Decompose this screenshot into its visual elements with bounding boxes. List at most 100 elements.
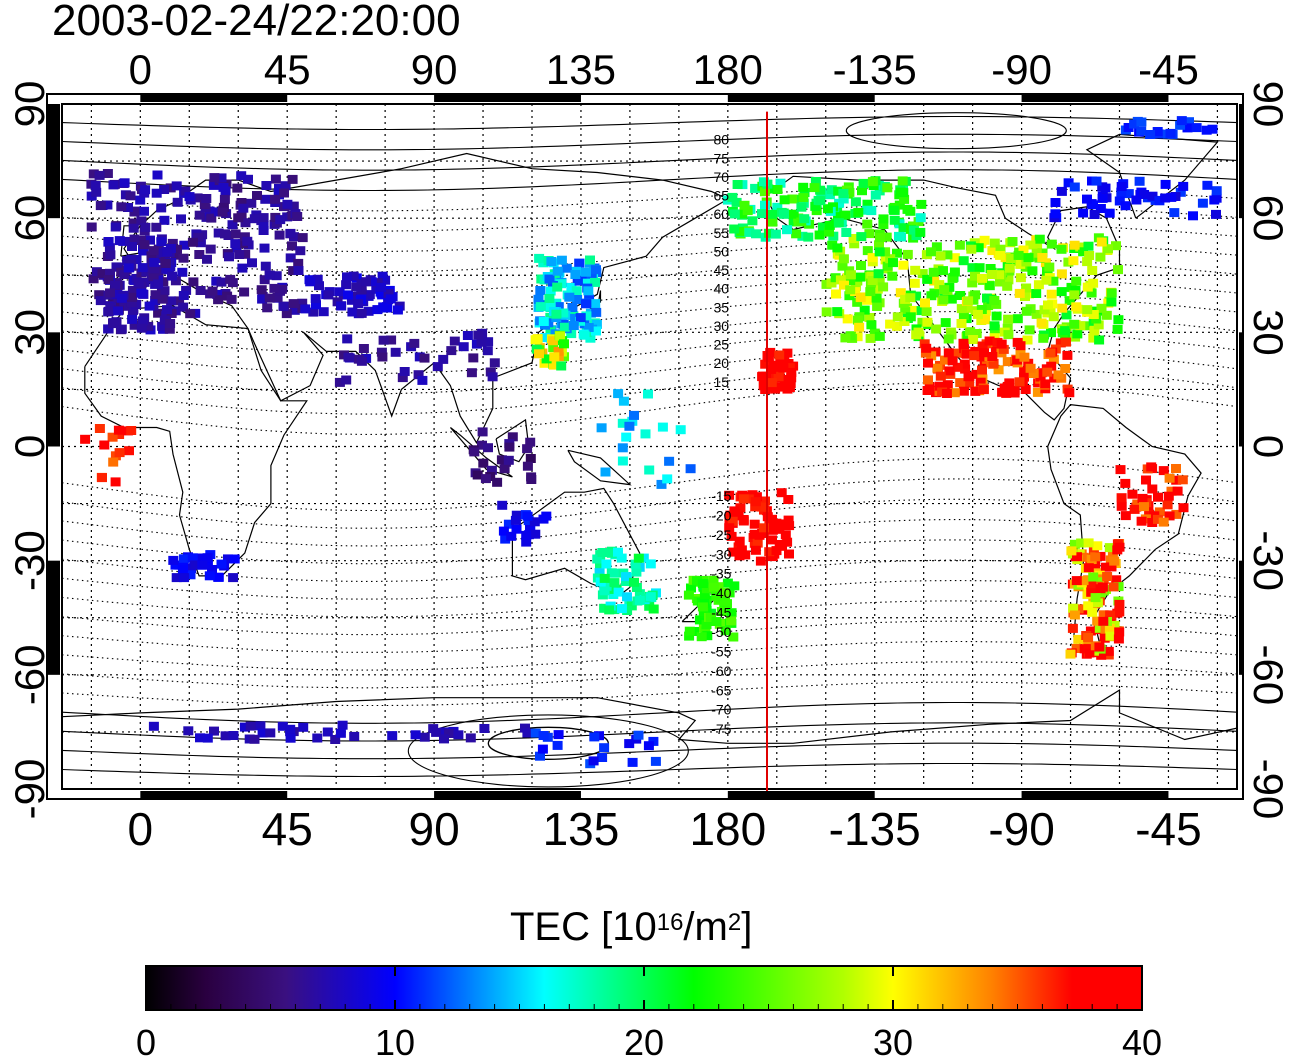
tec-cell — [323, 290, 334, 300]
tec-cell — [949, 253, 960, 263]
tec-cell — [923, 358, 933, 368]
tec-cell — [541, 354, 552, 364]
tec-cell — [108, 180, 119, 190]
tec-cell — [784, 383, 795, 392]
tec-cell — [775, 178, 786, 188]
tec-cell — [419, 732, 430, 742]
tec-cell — [633, 730, 644, 740]
tec-cell — [949, 267, 960, 277]
tec-cell — [882, 261, 893, 271]
tec-cell — [213, 295, 224, 305]
magnetic-contour — [62, 115, 1237, 131]
tec-cell — [1120, 201, 1131, 211]
tec-cell — [844, 291, 855, 301]
tec-cell — [942, 380, 953, 390]
tec-cell — [188, 277, 199, 287]
tec-cell — [361, 277, 372, 287]
tec-cell — [922, 274, 933, 284]
tec-cell — [888, 258, 898, 268]
tec-cell — [572, 295, 583, 304]
tec-cell — [282, 212, 293, 222]
tec-cell — [1095, 584, 1106, 594]
tec-cell — [848, 234, 859, 243]
tec-cell — [796, 202, 807, 212]
tec-cell — [187, 553, 198, 563]
tec-cell — [1056, 244, 1067, 254]
tec-cell — [110, 477, 121, 487]
magnetic-contour — [62, 681, 1237, 707]
tec-cell — [926, 351, 937, 361]
tec-cell — [1184, 117, 1194, 127]
tec-cell — [849, 239, 860, 249]
tec-cell — [1162, 500, 1173, 510]
tec-cell — [228, 731, 239, 740]
tec-cell — [553, 730, 564, 740]
tec-cell — [533, 294, 544, 304]
tec-cell — [148, 721, 159, 731]
tec-cell — [469, 447, 480, 457]
tec-cell — [108, 319, 119, 329]
tec-cell — [601, 559, 612, 569]
tec-cell — [158, 264, 169, 274]
tec-cell — [264, 270, 275, 280]
contour-label: -60 — [711, 663, 731, 679]
magnetic-contour — [62, 640, 1237, 671]
tec-cell — [994, 270, 1004, 280]
tec-cell — [136, 323, 147, 333]
tec-cell — [439, 734, 449, 744]
tec-cell — [964, 378, 975, 388]
tec-cell — [552, 266, 563, 276]
tec-cell — [538, 317, 549, 326]
lat-tick-label-left: 60 — [6, 195, 53, 242]
tec-cell — [865, 287, 876, 297]
tec-cell — [383, 289, 394, 299]
tec-cell — [833, 186, 844, 196]
tec-cell — [692, 576, 702, 586]
tec-cell — [949, 388, 960, 398]
tec-cell — [1004, 378, 1015, 388]
lat-tick-label-right: -60 — [1245, 644, 1292, 705]
tec-cell — [162, 305, 172, 315]
tec-cell — [931, 242, 942, 252]
tec-cell — [700, 626, 711, 636]
tec-cell — [506, 531, 517, 541]
tec-cell — [136, 216, 147, 226]
tec-cell — [1020, 262, 1031, 272]
tec-cell — [185, 309, 196, 319]
tec-cell — [839, 280, 849, 290]
tec-cell — [216, 277, 227, 287]
tec-cell — [946, 294, 957, 304]
contour-label: 40 — [714, 281, 730, 297]
tec-cell — [1097, 193, 1108, 203]
tec-cell — [172, 244, 182, 254]
tec-cell — [1106, 297, 1117, 307]
tec-cell — [1025, 363, 1036, 373]
tec-cell — [872, 302, 883, 311]
tec-cell — [902, 204, 913, 214]
tec-cell — [561, 263, 572, 273]
tec-cell — [1033, 280, 1044, 290]
tec-cell — [754, 530, 765, 540]
tec-cell — [1092, 541, 1103, 551]
tec-cell — [645, 559, 656, 569]
tec-cell — [220, 229, 230, 239]
tec-cell — [269, 283, 280, 293]
tec-cell — [531, 344, 542, 354]
tec-cell — [998, 344, 1009, 354]
tec-cell — [1163, 491, 1174, 501]
tec-cell — [220, 731, 231, 741]
tec-cell — [179, 240, 190, 250]
tec-cell — [701, 584, 712, 594]
tec-cell — [270, 194, 280, 204]
tec-cell — [255, 721, 266, 731]
tec-cell — [627, 416, 638, 426]
tec-cell — [225, 274, 236, 284]
tec-cell — [1027, 266, 1038, 276]
tec-cell — [190, 560, 201, 570]
tec-cell — [489, 358, 500, 368]
tec-cell — [1050, 198, 1061, 207]
tec-cell — [176, 214, 186, 224]
tec-cell — [978, 385, 989, 395]
contour-label: 30 — [714, 318, 730, 334]
tec-cell — [683, 590, 694, 600]
